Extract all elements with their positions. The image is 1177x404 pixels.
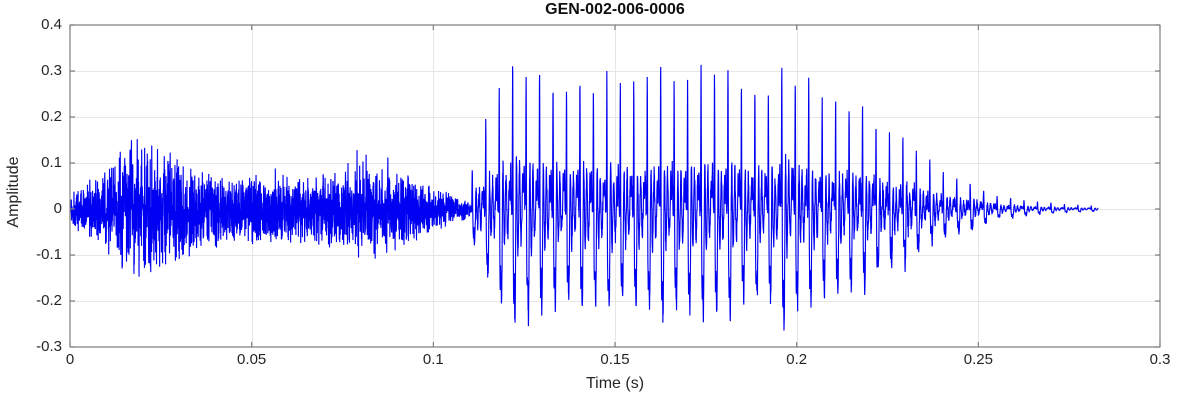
y-tick-label: -0.3	[36, 338, 62, 355]
y-tick-label: 0	[53, 200, 62, 217]
x-tick-label: 0.15	[600, 351, 630, 368]
x-axis-label: Time (s)	[585, 375, 645, 392]
x-tick-label: 0.3	[1149, 351, 1171, 368]
x-tick-label: 0.2	[786, 351, 808, 368]
y-tick-label: 0.1	[41, 154, 62, 171]
x-tick-label: 0.25	[963, 351, 993, 368]
chart-title: GEN-002-006-0006	[545, 1, 685, 18]
x-tick-label: 0.05	[237, 351, 267, 368]
y-tick-label: 0.4	[41, 16, 62, 33]
x-tick-label: 0	[65, 351, 75, 368]
y-tick-label: 0.3	[41, 62, 62, 79]
y-tick-label: 0.2	[41, 108, 62, 125]
y-tick-label: -0.1	[36, 246, 62, 263]
x-tick-label: 0.1	[422, 351, 444, 368]
y-tick-label: -0.2	[36, 292, 62, 309]
